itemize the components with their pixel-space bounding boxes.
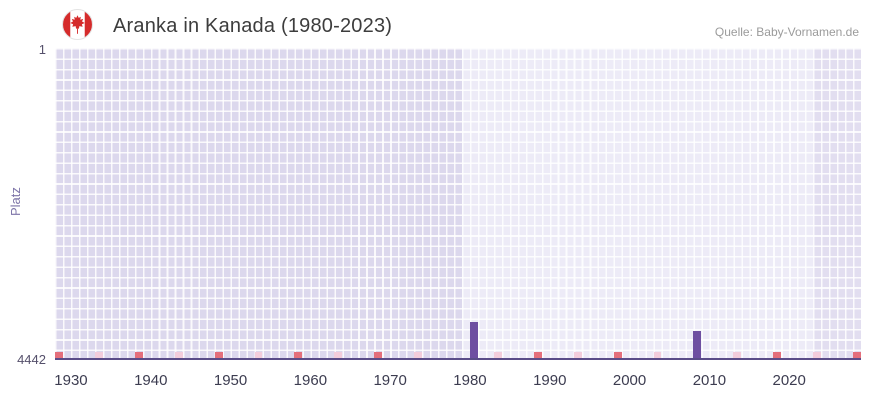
y-axis-title: Platz (8, 187, 23, 216)
baseline-marker-strong (214, 352, 223, 359)
source-credit: Quelle: Baby-Vornamen.de (714, 25, 859, 39)
baseline-marker-strong (294, 352, 303, 359)
x-tick-label: 2000 (612, 372, 647, 389)
rank-bar (469, 321, 478, 360)
x-tick-label: 2010 (692, 372, 727, 389)
x-tick-label: 2020 (772, 372, 806, 389)
baseline-marker-light (174, 352, 183, 359)
canada-flag-icon (62, 9, 93, 40)
baseline-marker-light (653, 352, 662, 359)
page-title: Aranka in Kanada (1980-2023) (113, 15, 393, 37)
x-tick-label: 1960 (293, 372, 328, 389)
y-axis-label-bottom: 4442 (17, 352, 46, 367)
baseline-marker-strong (134, 352, 143, 359)
x-axis-baseline (55, 358, 861, 360)
baseline-marker-light (334, 352, 343, 359)
baseline-marker-light (813, 352, 822, 359)
baseline-marker-strong (533, 352, 542, 359)
baseline-marker-light (733, 352, 742, 359)
x-tick-label: 1930 (54, 372, 88, 389)
x-tick-label: 1980 (453, 372, 487, 389)
baseline-marker-strong (55, 352, 63, 359)
y-axis-label-top: 1 (38, 42, 46, 57)
baseline-marker-light (414, 352, 423, 359)
x-tick-label: 1940 (134, 372, 168, 389)
baseline-marker-strong (853, 352, 861, 359)
x-tick-label: 1990 (533, 372, 567, 389)
baseline-marker-light (254, 352, 263, 359)
baseline-marker-strong (374, 352, 383, 359)
x-tick-label: 1950 (213, 372, 248, 389)
baseline-marker-strong (773, 352, 782, 359)
plot-area (55, 48, 861, 360)
baseline-marker-light (573, 352, 582, 359)
x-tick-label: 1970 (373, 372, 407, 389)
baseline-marker-light (493, 352, 502, 359)
baseline-marker-strong (613, 352, 622, 359)
baseline-marker-light (94, 352, 103, 359)
rank-bar (693, 331, 702, 360)
plot-gridlines (55, 48, 861, 360)
